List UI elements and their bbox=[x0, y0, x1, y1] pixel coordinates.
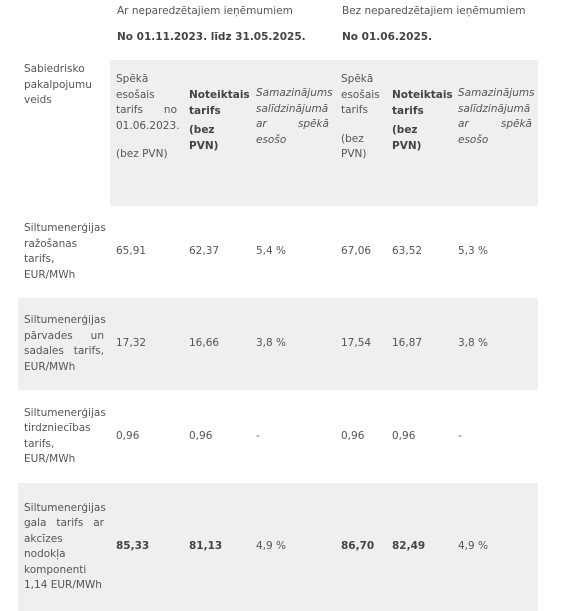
value-cell: 16,66 bbox=[183, 298, 250, 390]
group-period: No 01.11.2023. līdz 31.05.2025. bbox=[117, 31, 306, 43]
header-note: (bez PVN) bbox=[392, 124, 422, 152]
header-text: Spēkā esošais tarifs bbox=[341, 73, 380, 116]
value-cell: 65,91 bbox=[116, 245, 147, 258]
header-text: Noteiktais tarifs bbox=[189, 89, 250, 117]
page: {"header":{"groups":[{"title":"Ar nepare… bbox=[18, 5, 538, 611]
header-cell: Spēkā esošais tarifs (bez PVN) bbox=[335, 60, 386, 206]
value-cell: 5,3 % bbox=[458, 245, 489, 258]
value-cell: - bbox=[458, 429, 462, 442]
value-cell: 85,33 bbox=[110, 483, 183, 611]
row-label: Siltumenerģijas tirdzniecības tarifs, EU… bbox=[24, 406, 106, 466]
value-cell: 5,4 % bbox=[256, 245, 287, 258]
header-cell: Samazinājums salīdzinājumā ar spēkā esoš… bbox=[452, 60, 538, 206]
table-row: Siltumenerģijas gala tarifs ar akcīzes n… bbox=[18, 483, 538, 611]
value-cell: 4,9 % bbox=[250, 483, 335, 611]
table-row: Siltumenerģijas pārvades un sadales tari… bbox=[18, 298, 538, 390]
value-cell: 17,32 bbox=[110, 298, 183, 390]
value-cell: 86,70 bbox=[335, 483, 386, 611]
header-note: (bez PVN) bbox=[116, 148, 168, 160]
value-cell: 17,54 bbox=[335, 298, 386, 390]
row-label: Siltumenerģijas pārvades un sadales tari… bbox=[18, 298, 110, 390]
value-cell: 0,96 bbox=[392, 429, 416, 442]
value-cell: 0,96 bbox=[189, 429, 213, 442]
value-cell: 3,8 % bbox=[250, 298, 335, 390]
header-cell: Noteiktais tarifs (bez PVN) bbox=[386, 60, 453, 206]
header-note: (bez PVN) bbox=[341, 132, 367, 161]
table-row: Siltumenerģijas tirdzniecības tarifs, EU… bbox=[18, 390, 538, 483]
header-text: Samazinājums salīdzinājumā ar spēkā esoš… bbox=[458, 87, 535, 146]
value-cell: 63,52 bbox=[392, 245, 423, 258]
group-title: Bez neparedzētajiem ieņēmumiem bbox=[342, 5, 526, 17]
value-cell: 0,96 bbox=[341, 429, 365, 442]
header-text: Spēkā esošais tarifs no 01.06.2023. bbox=[116, 73, 180, 132]
tariff-table: Sabiedrisko pakalpojumu veids Spēkā esoš… bbox=[18, 60, 538, 611]
header-row: Sabiedrisko pakalpojumu veids Spēkā esoš… bbox=[18, 60, 538, 206]
header-cell: Noteiktais tarifs (bez PVN) bbox=[183, 60, 250, 206]
value-cell: 62,37 bbox=[189, 245, 220, 258]
header-note: (bez PVN) bbox=[189, 124, 219, 152]
value-cell: 67,06 bbox=[341, 245, 372, 258]
header-text: Noteiktais tarifs bbox=[392, 89, 453, 117]
row-label: Siltumenerģijas gala tarifs ar akcīzes n… bbox=[18, 483, 110, 611]
value-cell: 4,9 % bbox=[452, 483, 538, 611]
value-cell: 81,13 bbox=[183, 483, 250, 611]
value-cell: 82,49 bbox=[386, 483, 452, 611]
row-label: Siltumenerģijas ražošanas tarifs, EUR/MW… bbox=[24, 222, 106, 281]
header-text: Samazinājums salīdzinājumā ar spēkā esoš… bbox=[256, 87, 333, 146]
value-cell: 16,87 bbox=[386, 298, 452, 390]
header-cell: Spēkā esošais tarifs no 01.06.2023. (bez … bbox=[110, 60, 183, 206]
header-cell: Samazinājums salīdzinājumā ar spēkā esoš… bbox=[250, 60, 335, 206]
value-cell: 3,8 % bbox=[452, 298, 538, 390]
table-row: Siltumenerģijas ražošanas tarifs, EUR/MW… bbox=[18, 206, 538, 298]
group-title: Ar neparedzētajiem ieņēmumiem bbox=[117, 5, 293, 17]
header-cell: Sabiedrisko pakalpojumu veids bbox=[24, 63, 92, 106]
value-cell: - bbox=[256, 429, 260, 442]
group-period: No 01.06.2025. bbox=[342, 31, 433, 43]
value-cell: 0,96 bbox=[116, 429, 140, 442]
